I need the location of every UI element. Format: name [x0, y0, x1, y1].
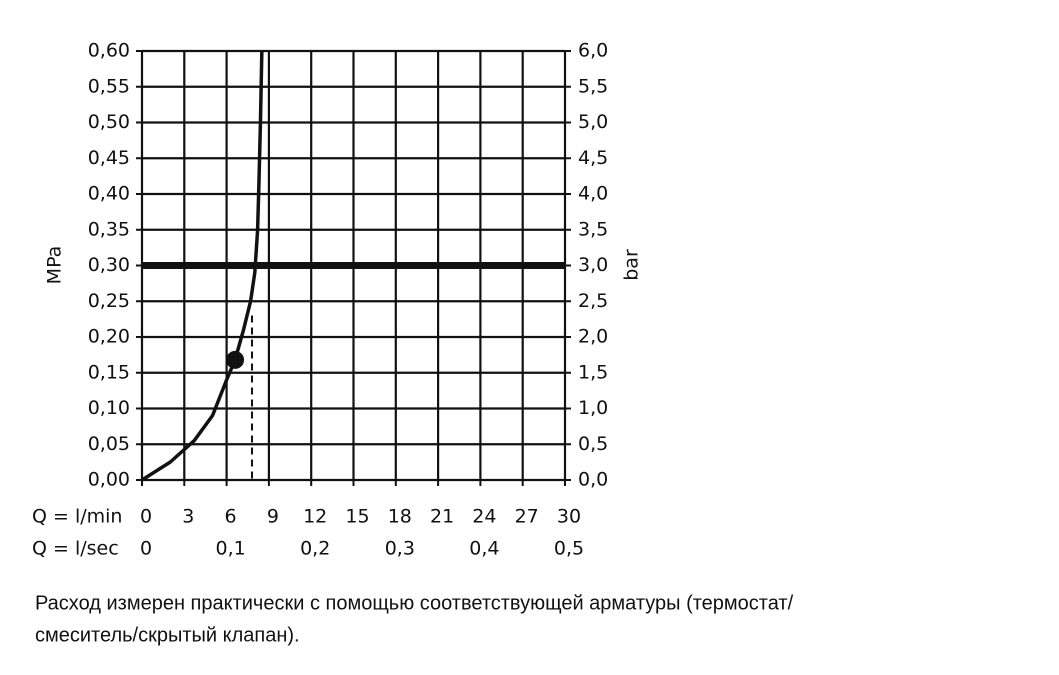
x-tick-label: 12: [303, 506, 327, 528]
y-axis-label: MPa: [44, 246, 66, 285]
x2-tick-label: 0,2: [300, 538, 330, 560]
y-tick-label: 0,55: [88, 75, 130, 97]
y2-tick-label: 5,0: [578, 111, 608, 133]
y-tick-label: 0,15: [88, 361, 130, 383]
x2-tick-label: 0: [140, 538, 152, 560]
x-tick-label: 30: [557, 506, 581, 528]
y2-tick-label: 4,0: [578, 183, 608, 205]
y-tick-label: 0,40: [88, 183, 130, 205]
y2-tick-label: 0,5: [578, 433, 608, 455]
y2-tick-label: 2,5: [578, 290, 608, 312]
y2-tick-label: 0,0: [578, 469, 608, 491]
y2-tick-label: 2,0: [578, 326, 608, 348]
y-tick-label: 0,50: [88, 111, 130, 133]
x-tick-label: 0: [140, 506, 152, 528]
x-tick-label: 15: [345, 506, 369, 528]
y2-tick-label: 4,5: [578, 147, 608, 169]
y2-tick-label: 3,5: [578, 218, 608, 240]
x-tick-label: 24: [472, 506, 496, 528]
operating-point: [226, 350, 245, 369]
x2-axis-label: Q = l/sec: [32, 538, 119, 560]
y-tick-label: 0,30: [88, 254, 130, 276]
x2-tick-label: 0,1: [215, 538, 245, 560]
x-tick-label: 6: [225, 506, 237, 528]
y-tick-label: 0,45: [88, 147, 130, 169]
y-tick-label: 0,05: [88, 433, 130, 455]
x2-tick-label: 0,3: [385, 538, 415, 560]
x-tick-label: 27: [515, 506, 539, 528]
y-tick-label: 0,10: [88, 397, 130, 419]
x-tick-label: 18: [388, 506, 412, 528]
y2-tick-label: 1,5: [578, 361, 608, 383]
x2-tick-label: 0,4: [469, 538, 499, 560]
x-tick-label: 9: [267, 506, 279, 528]
y2-tick-label: 5,5: [578, 75, 608, 97]
y-tick-label: 0,25: [88, 290, 130, 312]
x-tick-label: 21: [430, 506, 454, 528]
y2-tick-label: 3,0: [578, 254, 608, 276]
x2-tick-label: 0,5: [554, 538, 584, 560]
y2-axis-label: bar: [621, 249, 643, 281]
y-tick-label: 0,00: [88, 469, 130, 491]
line-series: [141, 50, 264, 482]
y-tick-label: 0,20: [88, 326, 130, 348]
x-tick-label: 3: [182, 506, 194, 528]
x-axis-label: Q = l/min: [32, 506, 122, 528]
y2-tick-label: 6,0: [578, 40, 608, 62]
y-tick-label: 0,60: [88, 40, 130, 62]
y-tick-label: 0,35: [88, 218, 130, 240]
caption-line: Расход измерен практически с помощью соо…: [35, 592, 794, 614]
y2-tick-label: 1,0: [578, 397, 608, 419]
caption-line: смеситель/скрытый клапан).: [35, 624, 300, 646]
